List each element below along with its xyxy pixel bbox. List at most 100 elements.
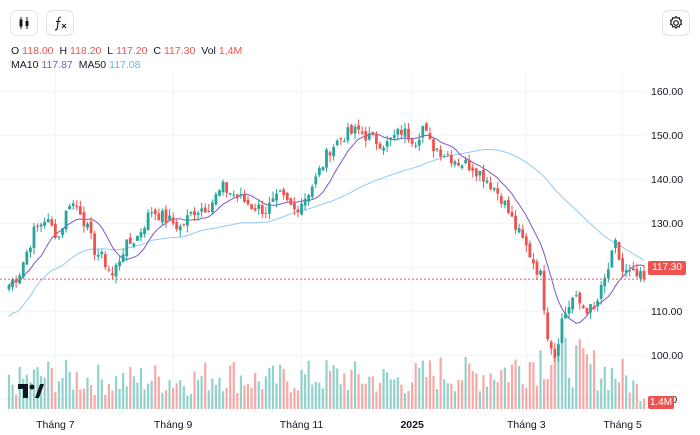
volume-bar [575, 345, 578, 409]
candle-body [325, 149, 328, 168]
volume-bar [571, 387, 574, 409]
volume-bar [600, 378, 603, 409]
candle-body [378, 143, 382, 149]
volume-bar [97, 364, 100, 409]
candle-body [642, 270, 646, 280]
volume-bar [532, 362, 535, 409]
candle-body [285, 192, 289, 200]
volume-bar [607, 389, 610, 409]
volume-bar [432, 375, 435, 409]
candle-body [457, 162, 460, 166]
volume-bar [621, 358, 624, 409]
candle-body [278, 190, 282, 192]
candle-body [107, 269, 111, 271]
open-label: O [11, 45, 20, 57]
volume-bars [7, 331, 646, 409]
volume-bar [86, 377, 89, 409]
candle-body [400, 129, 403, 135]
candle-body [282, 189, 286, 196]
candle-body [489, 182, 493, 190]
volume-bar [435, 389, 439, 409]
candle-body [118, 261, 121, 267]
candle-body [61, 228, 64, 236]
candle-body [36, 225, 39, 227]
candle-body [560, 318, 564, 343]
volume-bar [189, 394, 193, 409]
volume-bar [72, 389, 75, 409]
volume-bar [225, 387, 228, 409]
volume-bar [396, 377, 399, 409]
candle-body [125, 239, 129, 257]
volume-bar [414, 363, 417, 409]
candle-body [29, 247, 32, 253]
volume-bar [318, 382, 321, 409]
candle-body [606, 269, 610, 279]
volume-bar [543, 379, 546, 409]
tradingview-logo [18, 384, 44, 398]
open-value: 118.00 [22, 45, 54, 57]
indicators-button[interactable] [46, 10, 74, 36]
volume-bar [246, 383, 250, 409]
candle-body [146, 212, 150, 231]
settings-button[interactable] [662, 10, 690, 36]
volume-bar [296, 390, 300, 409]
candle-body [589, 304, 592, 313]
volume-bar [567, 377, 571, 409]
volume-bar [118, 389, 121, 409]
volume-bar [100, 379, 103, 409]
volume-bar [382, 369, 385, 409]
volume-bar [639, 400, 642, 409]
last-volume-badge: 1.4M [648, 396, 674, 409]
candle-body [446, 154, 450, 156]
candle-body [392, 135, 396, 138]
candle-body [139, 232, 143, 238]
candle-body [635, 268, 639, 277]
candle-body [482, 169, 485, 182]
candle-body [603, 277, 607, 287]
candle-body [424, 123, 428, 131]
candle-body [250, 204, 253, 209]
candle-body [407, 128, 410, 140]
candle-body [578, 292, 582, 304]
candle-body [171, 217, 175, 224]
volume-bar [592, 350, 596, 409]
volume-bar [314, 381, 317, 409]
volume-bar [493, 379, 496, 409]
candle-body [82, 212, 86, 227]
volume-bar [386, 372, 389, 409]
y-axis: 90.00100.00110.00120.00130.00140.00150.0… [651, 86, 683, 406]
low-value: 117.20 [116, 45, 148, 57]
volume-bar [350, 369, 353, 409]
candle-body [271, 198, 275, 202]
volume-bar [578, 339, 581, 409]
volume-bar [104, 394, 107, 409]
candlestick-type-button[interactable] [10, 10, 38, 36]
candle-body [193, 211, 196, 216]
candle-body [57, 236, 61, 238]
candle-body [357, 125, 361, 130]
candle-body [275, 193, 278, 201]
volume-bar [93, 394, 96, 409]
candle-body [321, 167, 325, 171]
candle-body [639, 271, 642, 279]
ma50-line [8, 149, 645, 317]
candle-body [628, 270, 632, 272]
x-tick-label: Tháng 9 [154, 419, 193, 431]
volume-bar [122, 372, 125, 409]
volume-bar [193, 371, 196, 409]
candle-body [435, 148, 439, 150]
candle-body [164, 209, 168, 223]
candle-body [453, 161, 457, 165]
candlestick-icon [19, 17, 29, 29]
volume-bar [107, 383, 110, 409]
volume-bar [468, 363, 471, 409]
candle-body [528, 243, 532, 258]
candle-body [243, 194, 246, 202]
candle-body [289, 198, 293, 205]
volume-bar [268, 367, 271, 409]
volume-bar [496, 382, 499, 409]
candle-body [553, 348, 557, 358]
candle-body [303, 198, 307, 206]
volume-bar [328, 371, 332, 409]
